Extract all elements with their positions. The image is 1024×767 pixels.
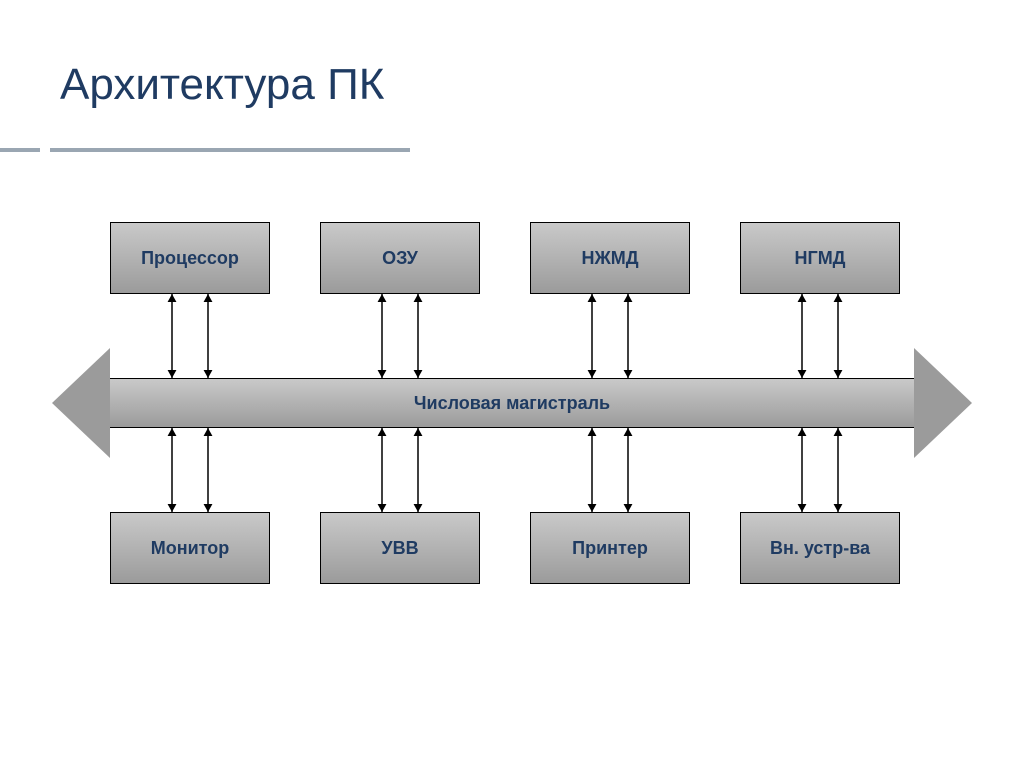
rule-segment-short xyxy=(0,148,40,152)
node-label: УВВ xyxy=(381,538,418,559)
node-fdd: НГМД xyxy=(740,222,900,294)
page-title: Архитектура ПК xyxy=(60,60,964,110)
node-label: ОЗУ xyxy=(382,248,418,269)
node-label: НГМД xyxy=(794,248,845,269)
node-label: Монитор xyxy=(151,538,230,559)
node-hdd: НЖМД xyxy=(530,222,690,294)
node-label: Принтер xyxy=(572,538,648,559)
bus-label: Числовая магистраль xyxy=(414,393,610,414)
bus-arrow-right xyxy=(914,348,972,458)
node-cpu: Процессор xyxy=(110,222,270,294)
title-rule xyxy=(0,148,1024,158)
node-printer: Принтер xyxy=(530,512,690,584)
node-uvv: УВВ xyxy=(320,512,480,584)
node-monitor: Монитор xyxy=(110,512,270,584)
node-ram: ОЗУ xyxy=(320,222,480,294)
title-area: Архитектура ПК xyxy=(60,60,964,110)
rule-segment-long xyxy=(50,148,410,152)
slide: Архитектура ПК Процессор ОЗУ НЖМД НГМД Ч… xyxy=(0,0,1024,767)
node-label: Вн. устр-ва xyxy=(770,538,870,559)
node-label: Процессор xyxy=(141,248,239,269)
bus-arrow-left xyxy=(52,348,110,458)
node-label: НЖМД xyxy=(581,248,638,269)
node-ext: Вн. устр-ва xyxy=(740,512,900,584)
bus-body: Числовая магистраль xyxy=(110,378,914,428)
